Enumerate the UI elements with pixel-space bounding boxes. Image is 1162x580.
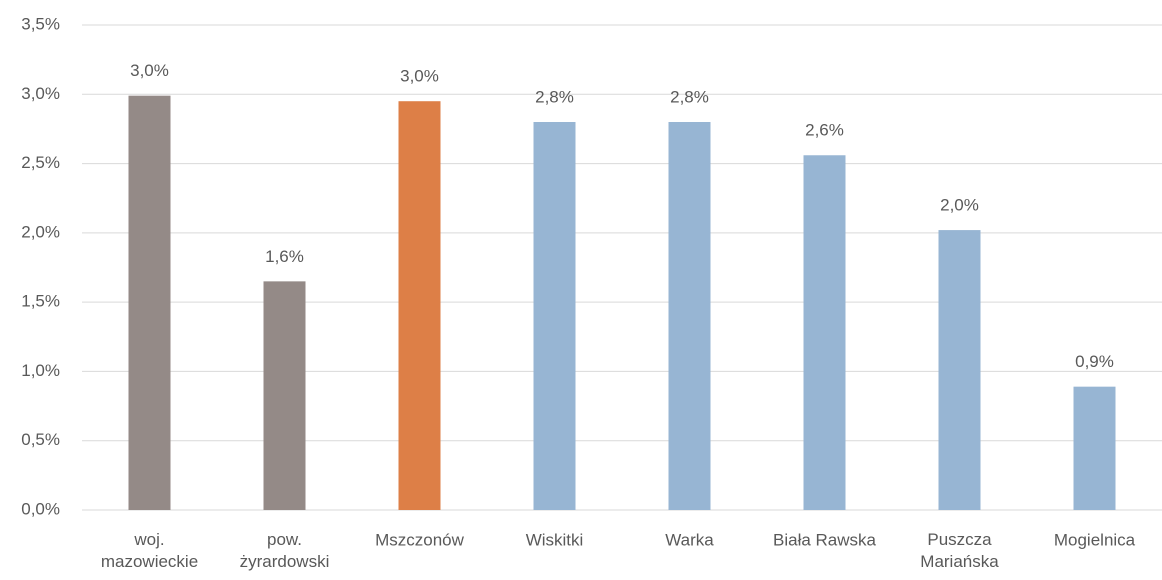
- x-tick-label: pow. żyrardowski: [240, 530, 330, 571]
- x-tick-label: Puszcza Mariańska: [920, 530, 999, 571]
- bar: [128, 95, 171, 511]
- bar: [398, 101, 441, 510]
- y-tick-label: 1,5%: [21, 292, 60, 311]
- x-tick-label: Warka: [665, 530, 714, 549]
- data-label: 2,0%: [940, 196, 979, 215]
- data-label: 2,8%: [670, 87, 709, 106]
- data-label: 0,9%: [1075, 352, 1114, 371]
- data-label: 3,0%: [400, 67, 439, 86]
- data-label: 2,6%: [805, 121, 844, 140]
- data-label: 2,8%: [535, 87, 574, 106]
- y-tick-label: 3,0%: [21, 84, 60, 103]
- bar: [938, 230, 981, 511]
- bar: [803, 155, 846, 510]
- x-tick-label: Wiskitki: [526, 530, 584, 549]
- data-label: 1,6%: [265, 247, 304, 266]
- y-tick-label: 1,0%: [21, 361, 60, 380]
- y-tick-label: 2,5%: [21, 153, 60, 172]
- y-tick-label: 2,0%: [21, 222, 60, 241]
- x-tick-label: Mogielnica: [1054, 530, 1136, 549]
- x-tick-label: Mszczonów: [375, 530, 465, 549]
- y-tick-label: 0,5%: [21, 430, 60, 449]
- bar: [533, 122, 576, 510]
- y-tick-label: 0,0%: [21, 499, 60, 518]
- bar: [1073, 386, 1116, 510]
- x-tick-label: Biała Rawska: [773, 530, 877, 549]
- x-tick-label: woj. mazowieckie: [101, 530, 198, 571]
- bar: [668, 122, 711, 510]
- data-label: 3,0%: [130, 61, 169, 80]
- bar: [263, 281, 306, 510]
- y-tick-label: 3,5%: [21, 14, 60, 33]
